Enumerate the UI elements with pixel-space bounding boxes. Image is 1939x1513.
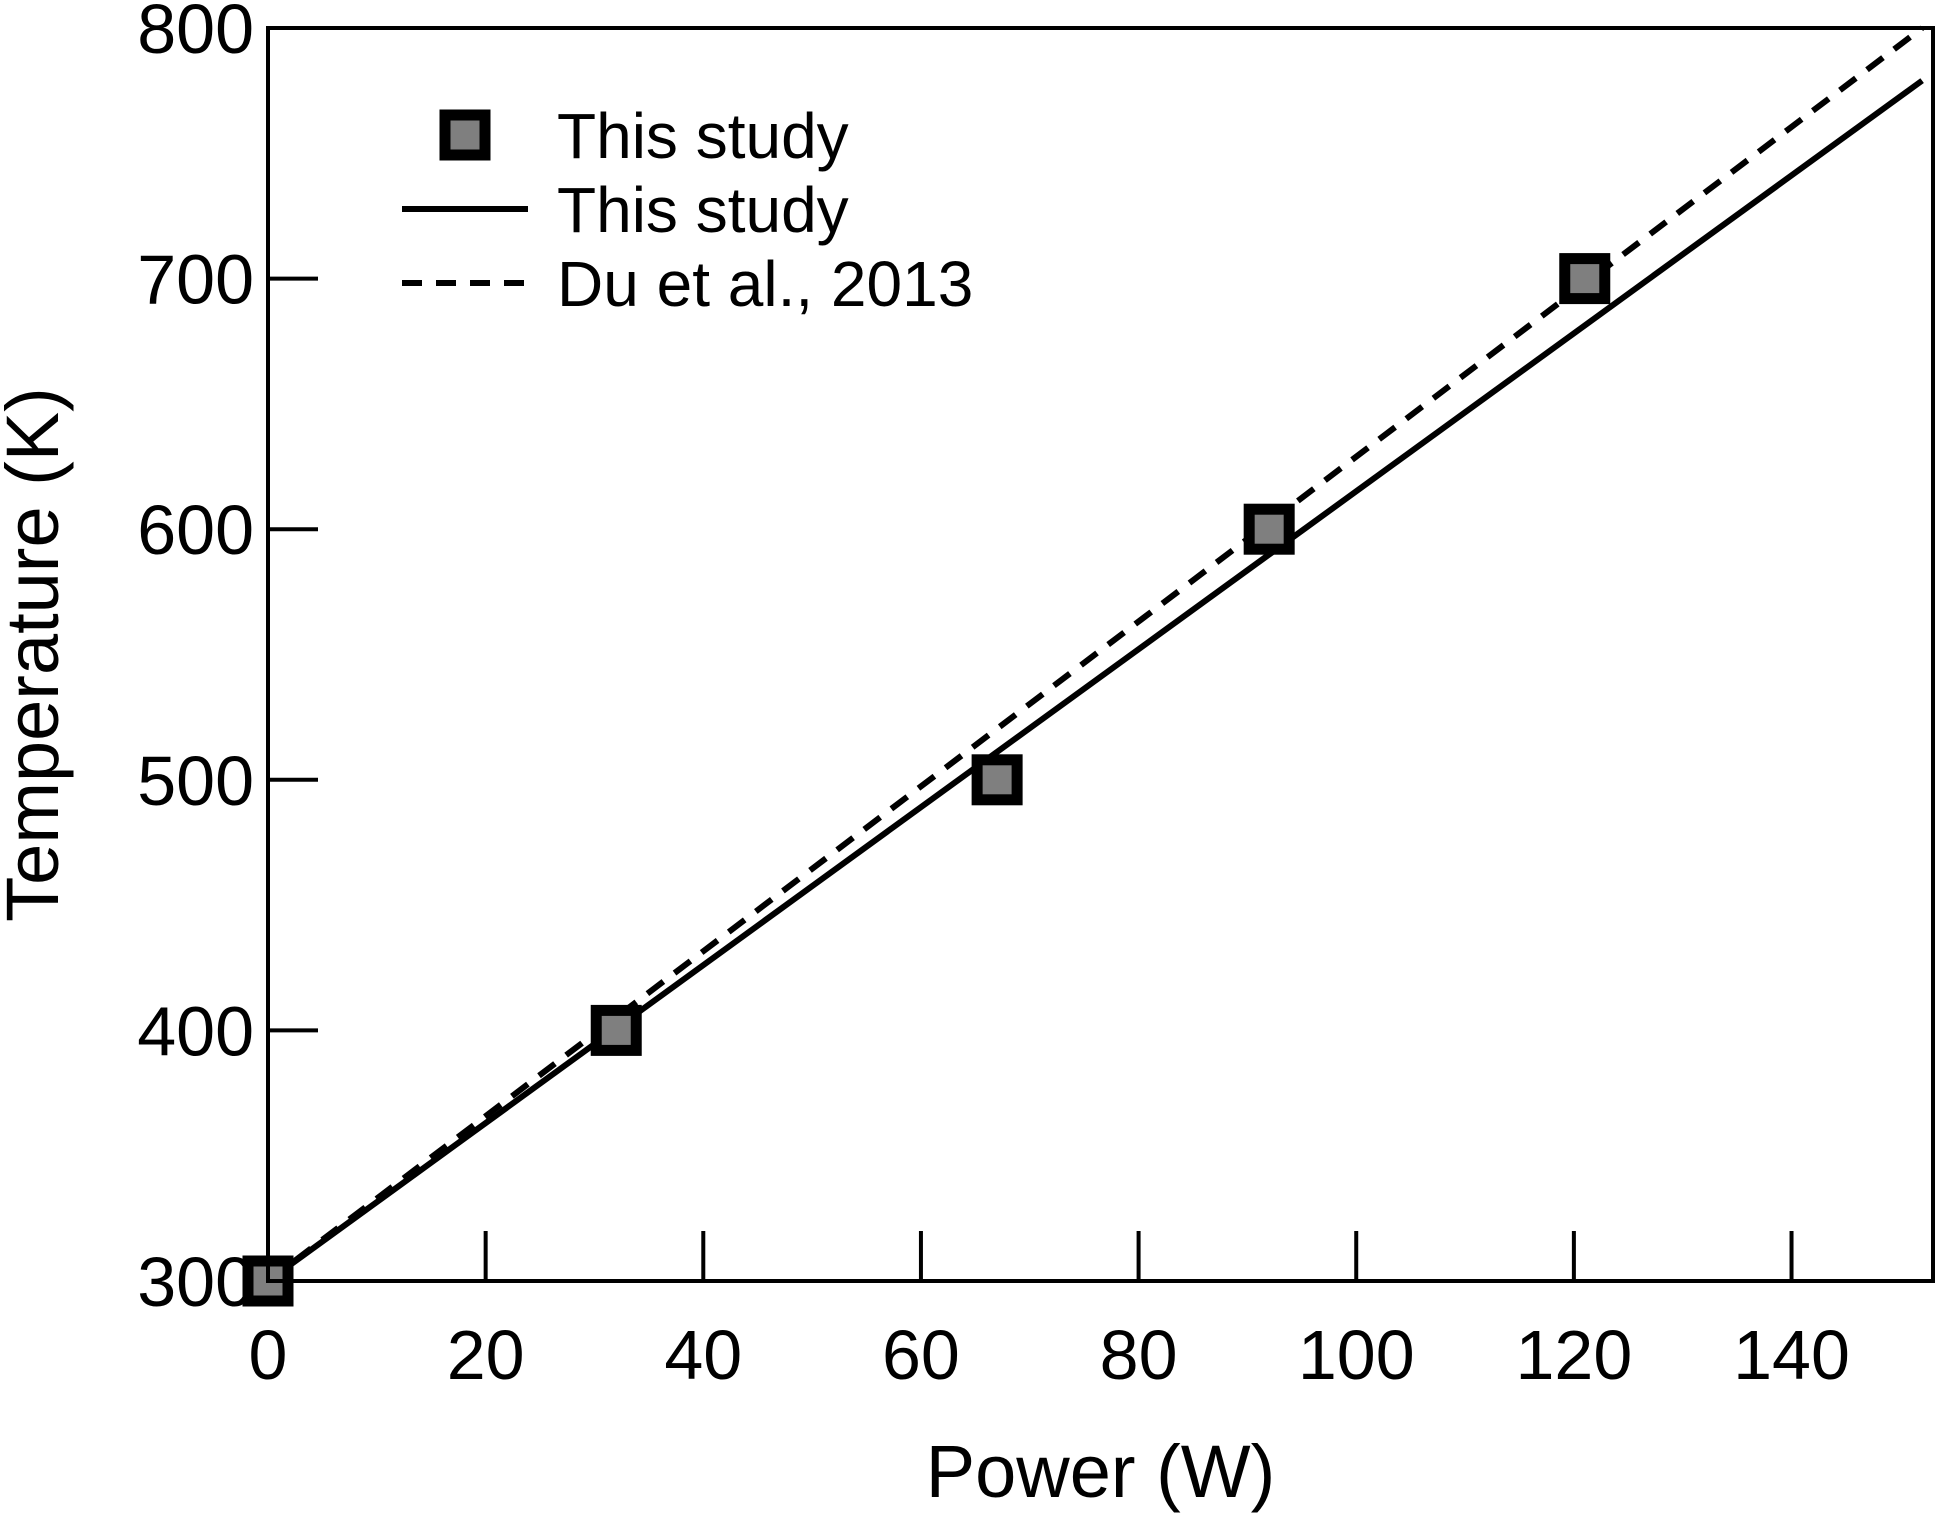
y-axis-ticks: 300 400 500 600 700 800	[137, 0, 318, 1321]
x-tick-label: 0	[249, 1316, 288, 1394]
x-axis-ticks: 0 20 40 60 80 100 120 140	[249, 1231, 1850, 1394]
x-tick-label: 60	[882, 1316, 960, 1394]
data-point	[971, 754, 1023, 806]
y-tick-label: 600	[137, 491, 254, 569]
x-tick-label: 140	[1733, 1316, 1850, 1394]
legend-label: This study	[557, 100, 849, 172]
plot-frame	[266, 26, 1935, 1283]
series-line-1	[266, 78, 1924, 1284]
x-tick-label: 120	[1515, 1316, 1632, 1394]
y-tick-label: 500	[137, 742, 254, 820]
x-tick-label: 100	[1298, 1316, 1415, 1394]
y-tick-label: 400	[137, 992, 254, 1070]
series-line-2	[266, 25, 1924, 1284]
x-tick-label: 40	[664, 1316, 742, 1394]
x-tick-label: 80	[1100, 1316, 1178, 1394]
y-tick-label: 700	[137, 241, 254, 319]
y-tick-label: 300	[137, 1243, 254, 1321]
data-point	[590, 1004, 642, 1056]
y-tick-label: 800	[137, 0, 254, 68]
series-lines	[266, 25, 1924, 1284]
legend-marker-square	[439, 109, 491, 161]
x-axis-title: Power (W)	[926, 1430, 1275, 1513]
data-point	[1559, 253, 1611, 305]
data-point	[1243, 503, 1295, 555]
x-tick-label: 20	[447, 1316, 525, 1394]
legend-label: Du et al., 2013	[557, 248, 973, 320]
legend-label: This study	[557, 174, 849, 246]
y-axis-title: Temperature (K)	[0, 387, 74, 922]
